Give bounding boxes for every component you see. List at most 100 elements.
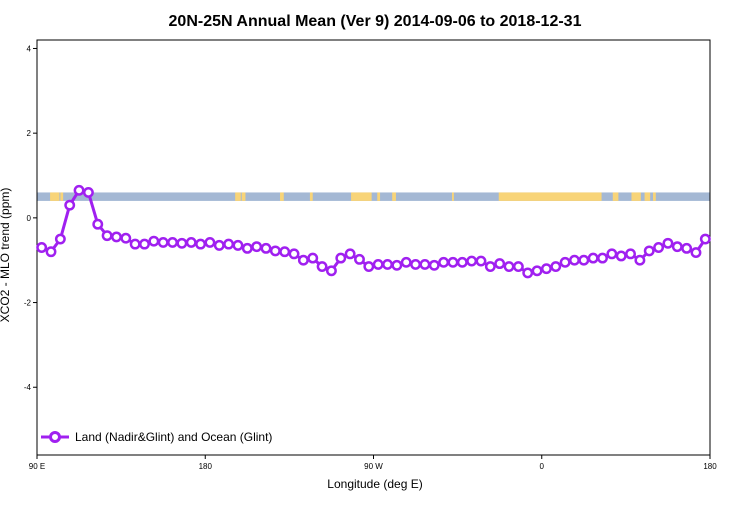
data-point: [428, 259, 440, 271]
chart-title: 20N-25N Annual Mean (Ver 9) 2014-09-06 t…: [169, 13, 582, 30]
land-patch: [644, 192, 651, 201]
y-tick-label: -4: [24, 383, 32, 392]
data-point: [232, 239, 244, 251]
data-point: [512, 261, 524, 273]
data-point: [195, 238, 207, 250]
land-patch: [452, 192, 454, 201]
ocean-band: [37, 192, 710, 201]
land-patch: [50, 192, 60, 201]
x-axis-label: Longitude (deg E): [327, 477, 422, 491]
data-point: [167, 236, 178, 248]
data-point: [297, 254, 309, 266]
data-point: [578, 254, 590, 266]
data-point: [531, 265, 543, 277]
data-point: [120, 232, 132, 244]
data-point: [260, 242, 272, 254]
data-point: [213, 239, 225, 251]
data-point: [410, 258, 422, 270]
data-point: [419, 258, 431, 270]
data-point: [307, 252, 319, 264]
data-point: [550, 261, 562, 273]
data-point: [699, 233, 711, 245]
x-tick-label: 90 E: [29, 462, 45, 471]
data-point: [269, 245, 281, 257]
data-point: [606, 248, 618, 260]
data-point: [400, 256, 412, 268]
data-point: [625, 248, 636, 260]
y-tick-label: 2: [27, 129, 32, 138]
data-point: [484, 261, 496, 273]
land-patch: [498, 192, 602, 201]
x-tick-label: 180: [703, 462, 717, 471]
land-patch: [235, 192, 241, 201]
data-point: [129, 238, 141, 250]
legend-label: Land (Nadir&Glint) and Ocean (Glint): [75, 430, 272, 444]
data-point: [456, 256, 468, 268]
land-patch: [241, 192, 246, 201]
data-point: [288, 248, 300, 260]
data-point: [391, 259, 403, 271]
data-point: [111, 231, 122, 243]
y-axis-label: XCO2 - MLO trend (ppm): [0, 188, 12, 323]
data-point: [671, 241, 683, 253]
data-point: [363, 261, 375, 273]
land-patch: [631, 192, 641, 201]
data-point: [569, 254, 580, 266]
data-point: [223, 238, 235, 250]
data-point: [559, 256, 571, 268]
land-patch: [652, 192, 656, 201]
data-point: [372, 258, 384, 270]
land-patch: [377, 192, 381, 201]
data-point: [82, 186, 94, 198]
data-point: [466, 255, 478, 267]
data-point: [148, 235, 160, 247]
data-point: [662, 237, 674, 249]
data-point: [139, 238, 150, 250]
data-point: [587, 252, 599, 264]
x-tick-label: 90 W: [364, 462, 383, 471]
y-tick-label: 4: [27, 44, 32, 53]
data-point: [540, 263, 552, 275]
data-point: [92, 218, 104, 230]
data-point: [438, 256, 450, 268]
x-tick-label: 180: [199, 462, 213, 471]
data-point: [503, 261, 515, 273]
data-point: [176, 237, 188, 249]
data-point: [354, 253, 365, 265]
land-patch: [351, 192, 372, 201]
data-point: [279, 246, 291, 258]
series-layer: [36, 184, 711, 279]
data-point: [185, 236, 197, 248]
data-point: [45, 246, 57, 258]
data-point: [204, 236, 216, 248]
land-patch: [392, 192, 396, 201]
data-point: [36, 242, 48, 253]
data-point: [653, 242, 665, 253]
data-point: [101, 230, 113, 242]
data-point: [344, 248, 356, 260]
data-point: [643, 245, 655, 257]
data-point: [241, 242, 253, 254]
data-point: [335, 252, 347, 264]
data-point: [73, 184, 85, 196]
legend-swatch-marker: [49, 431, 61, 443]
data-point: [447, 256, 459, 268]
data-point: [494, 258, 506, 270]
land-patch: [60, 192, 64, 201]
land-patch: [612, 192, 619, 201]
land-patch: [309, 192, 313, 201]
data-point: [157, 236, 169, 248]
y-tick-label: -2: [24, 299, 32, 308]
land-ocean-band: [37, 192, 710, 201]
x-tick-label: 0: [540, 462, 545, 471]
y-tick-label: 0: [27, 214, 32, 223]
data-point: [251, 241, 263, 253]
data-point: [597, 252, 608, 264]
data-point: [681, 242, 693, 254]
data-point: [54, 233, 66, 245]
data-point: [522, 267, 534, 279]
data-point: [64, 199, 76, 211]
legend: Land (Nadir&Glint) and Ocean (Glint): [41, 430, 272, 444]
